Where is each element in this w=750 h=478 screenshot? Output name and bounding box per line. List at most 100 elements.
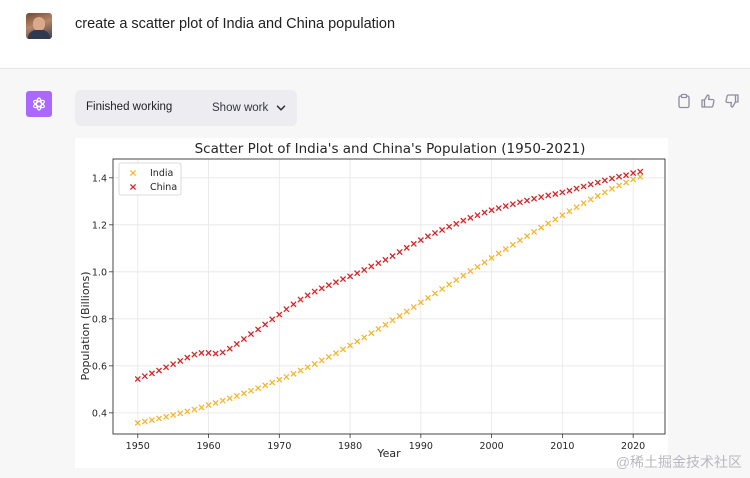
legend: India China <box>118 162 182 196</box>
y-tick-label: 0.8 <box>92 314 107 325</box>
data-point-china <box>474 212 481 219</box>
data-point-china <box>509 201 516 208</box>
data-point-china <box>262 321 269 328</box>
data-point-china <box>389 253 396 260</box>
data-point-china <box>573 185 580 192</box>
data-point-india <box>269 379 276 386</box>
data-point-china <box>240 335 247 343</box>
data-point-india <box>495 250 502 257</box>
data-point-china <box>226 345 233 352</box>
data-point-china <box>134 375 141 383</box>
data-point-india <box>538 224 545 231</box>
data-point-china <box>580 183 587 190</box>
show-work-label: Show work <box>212 102 269 114</box>
data-point-india <box>163 413 170 420</box>
data-point-india <box>481 259 488 266</box>
legend-x-india <box>129 169 137 177</box>
x-tick-label: 1980 <box>338 441 362 452</box>
data-point-china <box>587 181 594 188</box>
data-point-india <box>226 395 233 402</box>
data-point-india <box>594 192 601 199</box>
data-point-china <box>318 285 325 292</box>
data-point-india <box>509 241 516 248</box>
data-point-china <box>163 364 170 371</box>
data-point-china <box>170 361 177 368</box>
data-point-china <box>212 350 219 357</box>
data-point-china <box>467 214 474 221</box>
data-point-china <box>523 197 531 204</box>
work-status-text: Finished working <box>86 101 173 113</box>
y-tick-label: 0.4 <box>92 408 107 419</box>
data-point-india <box>170 411 177 419</box>
thumbs-down-icon[interactable] <box>724 93 740 109</box>
data-point-china <box>148 370 155 377</box>
data-point-china <box>608 175 615 182</box>
data-point-india <box>290 370 297 377</box>
data-point-china <box>276 311 283 318</box>
data-point-china <box>304 292 311 299</box>
data-point-india <box>177 410 184 417</box>
data-point-india <box>587 196 594 203</box>
data-point-india <box>580 200 587 207</box>
x-tick-label: 1960 <box>196 441 220 452</box>
data-point-india <box>347 342 354 349</box>
work-status-pill: Finished working Show work <box>75 90 297 126</box>
data-point-india <box>134 419 141 427</box>
data-point-india <box>545 220 552 227</box>
data-point-india <box>453 276 460 284</box>
data-point-india <box>637 173 644 180</box>
legend-x-china <box>129 183 137 191</box>
legend-marker-india <box>129 169 137 177</box>
user-prompt-text: create a scatter plot of India and China… <box>75 16 396 32</box>
data-point-india <box>573 204 580 211</box>
data-point-india <box>283 373 290 380</box>
data-point-india <box>262 382 269 389</box>
show-work-button[interactable]: Show work <box>212 90 292 126</box>
data-point-china <box>290 301 297 308</box>
data-point-india <box>311 360 318 368</box>
data-point-china <box>559 189 566 196</box>
data-point-china <box>382 256 389 263</box>
data-point-india <box>276 376 283 383</box>
data-point-india <box>424 294 431 301</box>
data-point-india <box>141 418 148 425</box>
y-tick-label: 0.6 <box>92 361 107 372</box>
data-point-china <box>354 270 361 277</box>
data-point-china <box>247 331 255 338</box>
chart-title: Scatter Plot of India's and China's Popu… <box>195 141 586 157</box>
data-point-china <box>531 195 538 202</box>
data-point-china <box>446 223 453 230</box>
data-point-china <box>269 316 276 323</box>
data-point-india <box>446 281 453 288</box>
data-point-china <box>155 367 163 374</box>
data-point-china <box>601 177 608 184</box>
scatter-chart: 1950 1960 1970 1980 1990 2000 2010 2020 0.4 0.6 0.… <box>75 138 668 468</box>
legend-label-china: China <box>150 182 177 193</box>
data-point-china <box>283 306 290 313</box>
data-point-china <box>439 226 446 234</box>
data-point-india <box>339 346 347 353</box>
plot-frame <box>112 158 666 435</box>
data-point-china <box>410 240 417 247</box>
data-point-china <box>361 266 368 273</box>
legend-label-india: India <box>150 168 173 179</box>
data-point-india <box>375 325 382 332</box>
thumbs-up-icon[interactable] <box>700 93 716 109</box>
y-tick-label: 1.4 <box>92 173 107 184</box>
data-point-india <box>304 364 311 371</box>
data-point-china <box>191 351 198 358</box>
data-point-india <box>396 312 403 320</box>
data-point-china <box>375 260 382 267</box>
data-point-india <box>233 392 240 399</box>
clipboard-icon[interactable] <box>676 93 692 109</box>
data-point-india <box>240 390 247 397</box>
y-axis-label: Population (Billions) <box>79 271 92 380</box>
data-point-india <box>318 357 325 364</box>
data-point-india <box>403 308 410 315</box>
x-tick-label: 1990 <box>409 441 433 452</box>
scatter-chart-card: 1950 1960 1970 1980 1990 2000 2010 2020 0.4 0.6 0.… <box>75 138 668 468</box>
y-tick-label: 1.2 <box>92 220 107 231</box>
assistant-message-row: Finished working Show work 1950 1960 197 <box>0 69 750 478</box>
data-point-india <box>417 299 424 306</box>
data-point-india <box>608 185 615 192</box>
